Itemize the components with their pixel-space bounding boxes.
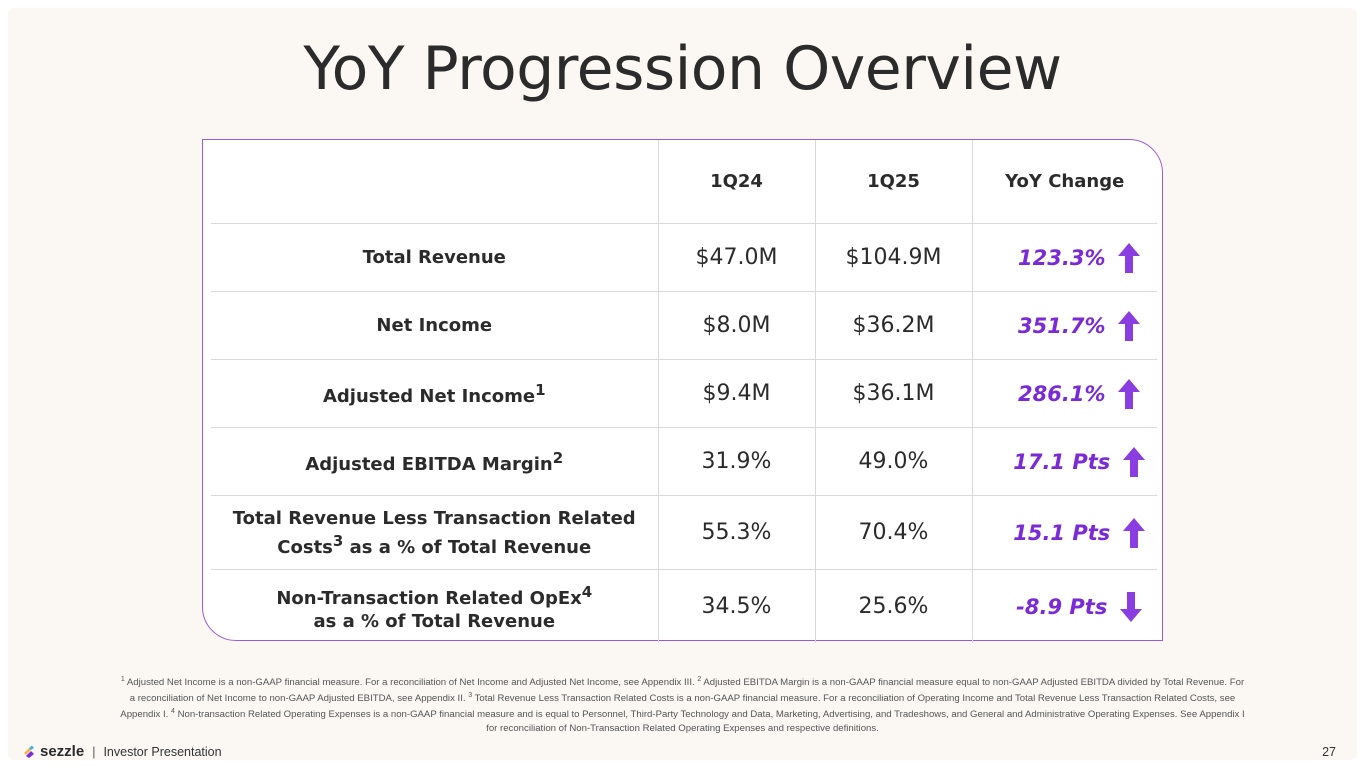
yoy-change-cell: 123.3% xyxy=(971,223,1157,292)
arrow-up-icon xyxy=(1118,378,1141,409)
footnotes: 1 Adjusted Net Income is a non-GAAP fina… xyxy=(118,673,1247,735)
yoy-change-value: -8.9 Pts xyxy=(1016,594,1108,619)
yoy-change-cell: 15.1 Pts xyxy=(971,495,1157,570)
comparison-table-card: 1Q24 1Q25 YoY Change Total Revenue $47.0M… xyxy=(202,139,1163,643)
footnote-number: 2 xyxy=(697,676,702,683)
table-header-row: 1Q24 1Q25 YoY Change xyxy=(211,140,1157,224)
sezzle-logo-icon xyxy=(24,745,34,758)
row-label-text: Net Income xyxy=(376,315,493,336)
header-yoy-change: YoY Change xyxy=(971,140,1157,224)
footnote-text: Adjusted Net Income is a non-GAAP financ… xyxy=(126,677,695,689)
table-row: Total Revenue $47.0M $104.9M 123.3% xyxy=(211,223,1157,292)
table-row: Net Income $8.0M $36.2M 351.7% xyxy=(211,291,1157,360)
row-label-text: Total Revenue Less Transaction Related Co… xyxy=(232,507,636,558)
comparison-table: 1Q24 1Q25 YoY Change Total Revenue $47.0M… xyxy=(211,140,1157,643)
value-1q24: 55.3% xyxy=(657,495,815,570)
footer-subtitle: Investor Presentation xyxy=(103,744,222,759)
arrow-up-icon xyxy=(1123,517,1146,548)
row-label-line2: as a % of Total Revenue xyxy=(343,536,592,558)
footnote-number: 1 xyxy=(120,676,125,683)
row-label-footnote-ref: 1 xyxy=(535,381,546,399)
yoy-change-cell: 351.7% xyxy=(971,291,1157,360)
row-label-footnote-ref: 2 xyxy=(552,449,564,467)
row-label: Non-Transaction Related OpEx4 as a % of T… xyxy=(211,569,658,643)
value-1q24: $8.0M xyxy=(657,291,815,360)
yoy-change-value: 286.1% xyxy=(1018,381,1106,406)
value-1q25: 70.4% xyxy=(814,495,972,570)
row-label-text: Total Revenue xyxy=(362,247,506,268)
arrow-up-icon xyxy=(1118,242,1141,273)
row-label-text: Non-Transaction Related OpEx xyxy=(276,587,582,609)
page-number: 27 xyxy=(1322,745,1336,759)
yoy-change-cell: 17.1 Pts xyxy=(971,427,1157,496)
header-1q24: 1Q24 xyxy=(657,140,815,224)
header-1q25: 1Q25 xyxy=(814,140,972,224)
value-1q25: $104.9M xyxy=(814,223,972,292)
header-metric xyxy=(211,140,658,224)
footer-brand: sezzle | Investor Presentation xyxy=(22,743,222,760)
value-1q24: $47.0M xyxy=(657,223,815,292)
footnote-number: 4 xyxy=(170,708,175,716)
footnote-text: Adjusted EBITDA Margin is a non-GAAP fin… xyxy=(129,677,1245,705)
arrow-down-icon xyxy=(1120,591,1143,622)
value-1q25: $36.1M xyxy=(814,359,972,428)
yoy-change-value: 351.7% xyxy=(1018,313,1106,338)
yoy-change-cell: -8.9 Pts xyxy=(971,569,1157,643)
yoy-change-cell: 286.1% xyxy=(971,359,1157,428)
value-1q25: 25.6% xyxy=(814,569,972,643)
yoy-change-value: 15.1 Pts xyxy=(1013,520,1111,545)
footer-separator: | xyxy=(92,744,96,759)
value-1q24: 34.5% xyxy=(657,569,815,643)
row-label: Net Income xyxy=(211,291,658,360)
value-1q25: 49.0% xyxy=(814,427,972,496)
row-label-footnote-ref: 4 xyxy=(581,582,593,601)
row-label: Adjusted EBITDA Margin2 xyxy=(211,427,658,496)
footnote-text: Total Revenue Less Transaction Related C… xyxy=(120,693,1236,721)
arrow-up-icon xyxy=(1123,446,1146,477)
row-label-text: Adjusted EBITDA Margin xyxy=(305,454,553,475)
value-1q24: 31.9% xyxy=(657,427,815,496)
row-label-footnote-ref: 3 xyxy=(332,531,344,550)
brand-name: sezzle xyxy=(40,743,85,760)
table-row: Total Revenue Less Transaction Related Co… xyxy=(211,495,1157,570)
row-label: Adjusted Net Income1 xyxy=(211,359,658,428)
row-label: Total Revenue Less Transaction Related Co… xyxy=(211,495,658,570)
yoy-change-value: 17.1 Pts xyxy=(1013,449,1111,474)
table-row: Adjusted EBITDA Margin2 31.9% 49.0% 17.1 Pt… xyxy=(211,427,1157,496)
yoy-change-value: 123.3% xyxy=(1018,245,1106,270)
table-row: Adjusted Net Income1 $9.4M $36.1M 286.1% xyxy=(211,359,1157,428)
row-label-line2: as a % of Total Revenue xyxy=(313,610,556,632)
slide: YoY Progression Overview 1Q24 1Q25 YoY C… xyxy=(8,8,1357,760)
arrow-up-icon xyxy=(1118,310,1141,341)
row-label: Total Revenue xyxy=(211,223,658,292)
row-label-text: Adjusted Net Income xyxy=(322,386,536,407)
value-1q24: $9.4M xyxy=(657,359,815,428)
value-1q25: $36.2M xyxy=(814,291,972,360)
footnote-text: Non-transaction Related Operating Expens… xyxy=(177,709,1245,734)
table-row: Non-Transaction Related OpEx4 as a % of T… xyxy=(211,569,1157,643)
page-title: YoY Progression Overview xyxy=(303,34,1062,104)
footnote-number: 3 xyxy=(468,692,473,700)
